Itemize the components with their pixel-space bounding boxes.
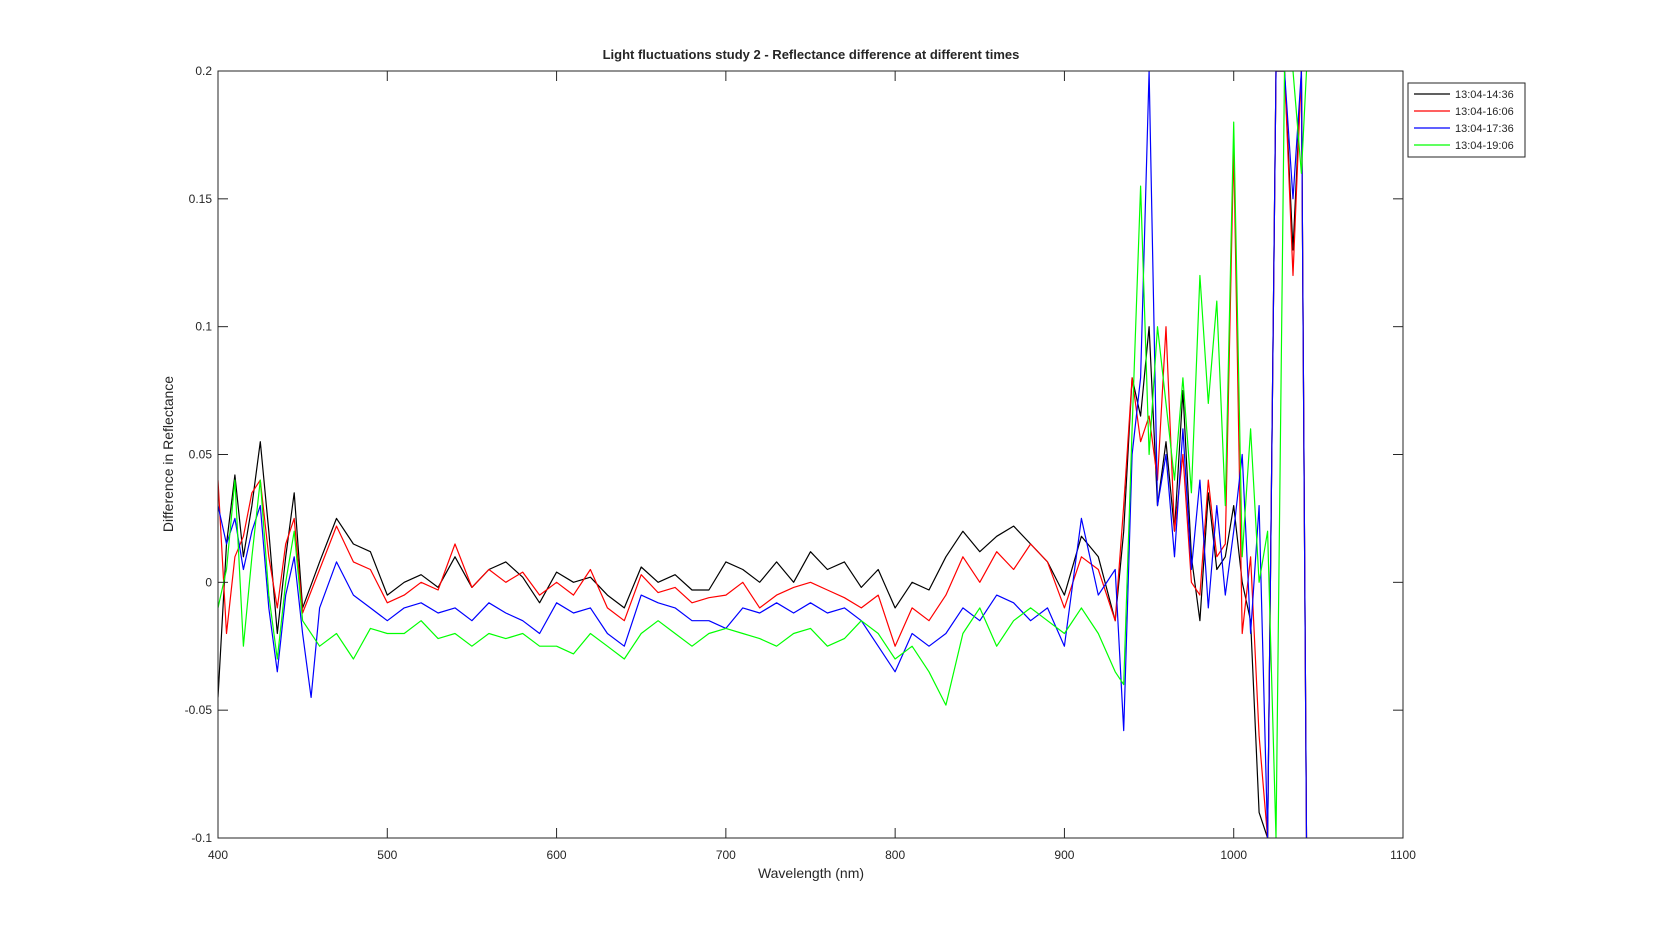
y-tick-label: 0.2 xyxy=(195,64,212,78)
y-tick-label: -0.05 xyxy=(185,703,213,717)
axis-ticks: 400 500 600 700 800 900 1000 1100 -0.1 -0.05 0 0.05… xyxy=(185,64,1417,862)
series-line-2 xyxy=(218,71,1308,838)
y-axis-label: Difference in Reflectance xyxy=(160,376,176,532)
x-tick-label: 900 xyxy=(1054,848,1074,862)
y-tick-label: 0 xyxy=(205,575,212,589)
y-tick-label: -0.1 xyxy=(191,831,212,845)
series-line-3 xyxy=(218,71,1308,838)
legend-label: 13:04-17:36 xyxy=(1455,123,1514,135)
x-tick-label: 1100 xyxy=(1390,848,1416,862)
x-tick-label: 400 xyxy=(208,848,228,862)
y-tick-label: 0.15 xyxy=(189,192,213,206)
x-tick-label: 700 xyxy=(716,848,736,862)
series-line-4 xyxy=(218,71,1308,838)
legend-label: 13:04-16:06 xyxy=(1455,106,1514,118)
x-axis-label: Wavelength (nm) xyxy=(758,865,864,881)
x-tick-label: 600 xyxy=(547,848,567,862)
plot-lines xyxy=(218,71,1308,838)
legend-label: 13:04-19:06 xyxy=(1455,140,1514,152)
y-tick-label: 0.1 xyxy=(195,320,212,334)
y-tick-label: 0.05 xyxy=(189,448,213,462)
legend: 13:04-14:36 13:04-16:06 13:04-17:36 13:04-1… xyxy=(1407,82,1526,158)
x-tick-label: 800 xyxy=(885,848,905,862)
legend-label: 13:04-14:36 xyxy=(1455,89,1514,101)
x-tick-label: 1000 xyxy=(1220,848,1247,862)
x-tick-label: 500 xyxy=(377,848,397,862)
chart-title: Light fluctuations study 2 - Reflectance… xyxy=(603,47,1020,62)
